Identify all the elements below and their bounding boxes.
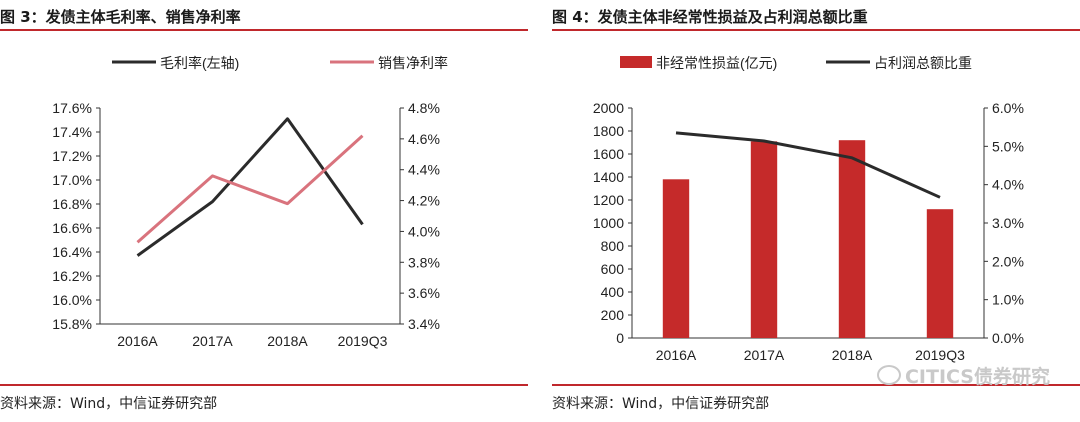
fig4-left-tick-label: 1200 <box>593 192 624 208</box>
fig4-right-tick-label: 1.0% <box>992 292 1024 308</box>
fig4-series-line-1 <box>676 133 940 197</box>
figure-3-top-rule <box>0 29 528 31</box>
figure-3-title: 图 3：发债主体毛利率、销售净利率 <box>0 6 241 27</box>
fig4-right-tick-label: 0.0% <box>992 330 1024 346</box>
fig4-left-tick-label: 0 <box>616 330 624 346</box>
fig3-series-line-1 <box>138 136 363 242</box>
fig3-left-tick-label: 17.2% <box>52 148 92 164</box>
fig4-legend-label: 非经常性损益(亿元) <box>656 55 777 71</box>
fig4-left-tick-label: 400 <box>601 284 625 300</box>
figure-4-source: 资料来源：Wind，中信证券研究部 <box>552 393 769 413</box>
fig3-legend-label: 毛利率(左轴) <box>160 55 239 71</box>
fig3-series-line-0 <box>138 119 363 256</box>
fig3-left-tick-label: 16.6% <box>52 220 92 236</box>
fig3-right-tick-label: 4.2% <box>408 193 440 209</box>
fig4-x-tick-label: 2016A <box>656 347 697 363</box>
fig3-left-tick-label: 16.4% <box>52 244 92 260</box>
fig4-legend-label: 占利润总额比重 <box>874 55 972 71</box>
figure-3-panel: 图 3：发债主体毛利率、销售净利率 15.8% 16.0% 16.2% 16.4% 16… <box>0 0 528 422</box>
fig3-right-tick-label: 4.4% <box>408 162 440 178</box>
fig4-bar <box>839 140 865 338</box>
fig3-left-tick-label: 17.6% <box>52 100 92 116</box>
fig4-x-tick-label: 2019Q3 <box>915 347 965 363</box>
fig3-x-tick-label: 2017A <box>192 333 233 349</box>
fig3-x-tick-label: 2019Q3 <box>338 333 388 349</box>
wechat-watermark: CITICS债券研究 <box>877 362 1050 389</box>
fig3-left-tick-label: 17.4% <box>52 124 92 140</box>
fig3-left-tick-label: 15.8% <box>52 316 92 332</box>
fig4-left-tick-label: 2000 <box>593 100 624 116</box>
fig3-legend-label: 销售净利率 <box>378 55 448 71</box>
fig3-left-tick-label: 16.0% <box>52 292 92 308</box>
fig4-left-tick-label: 1400 <box>593 169 624 185</box>
fig4-bar <box>663 179 689 338</box>
fig3-left-tick-label: 17.0% <box>52 172 92 188</box>
figure-3-bottom-rule <box>0 384 528 386</box>
fig4-left-tick-label: 1800 <box>593 123 624 139</box>
fig3-right-tick-label: 4.8% <box>408 100 440 116</box>
fig4-bar <box>927 209 953 338</box>
fig3-right-tick-label: 4.6% <box>408 131 440 147</box>
fig4-x-tick-label: 2017A <box>744 347 785 363</box>
fig4-right-tick-label: 5.0% <box>992 138 1024 154</box>
fig4-left-tick-label: 800 <box>601 238 625 254</box>
fig4-left-tick-label: 1600 <box>593 146 624 162</box>
figure-4-chart: 0 200 400 600 800 1000 1200 1400 1600 1800 2000 0.0… <box>552 40 1080 380</box>
fig4-right-tick-label: 6.0% <box>992 100 1024 116</box>
fig4-legend-swatch <box>620 56 652 68</box>
figure-3-source: 资料来源：Wind，中信证券研究部 <box>0 393 217 413</box>
fig4-x-tick-label: 2018A <box>832 347 873 363</box>
fig3-right-tick-label: 4.0% <box>408 223 440 239</box>
watermark-text: CITICS债券研究 <box>905 366 1050 388</box>
wechat-icon <box>877 365 901 385</box>
fig4-right-tick-label: 2.0% <box>992 253 1024 269</box>
fig3-x-tick-label: 2016A <box>117 333 158 349</box>
fig3-left-tick-label: 16.2% <box>52 268 92 284</box>
fig4-left-tick-label: 1000 <box>593 215 624 231</box>
fig3-right-tick-label: 3.4% <box>408 316 440 332</box>
fig3-right-tick-label: 3.6% <box>408 285 440 301</box>
figure-4-title: 图 4：发债主体非经常性损益及占利润总额比重 <box>552 6 868 27</box>
fig3-x-tick-label: 2018A <box>267 333 308 349</box>
figure-4-panel: 图 4：发债主体非经常性损益及占利润总额比重 0 200 400 600 800 1000… <box>552 0 1080 422</box>
fig4-left-tick-label: 600 <box>601 261 625 277</box>
figure-4-top-rule <box>552 29 1080 31</box>
fig4-bar <box>751 141 777 338</box>
fig4-right-tick-label: 3.0% <box>992 215 1024 231</box>
fig4-left-tick-label: 200 <box>601 307 625 323</box>
figure-3-chart: 15.8% 16.0% 16.2% 16.4% 16.6% 16.8% 17.0% 17.2%… <box>0 40 528 380</box>
fig3-left-tick-label: 16.8% <box>52 196 92 212</box>
fig4-right-tick-label: 4.0% <box>992 177 1024 193</box>
fig3-right-tick-label: 3.8% <box>408 254 440 270</box>
